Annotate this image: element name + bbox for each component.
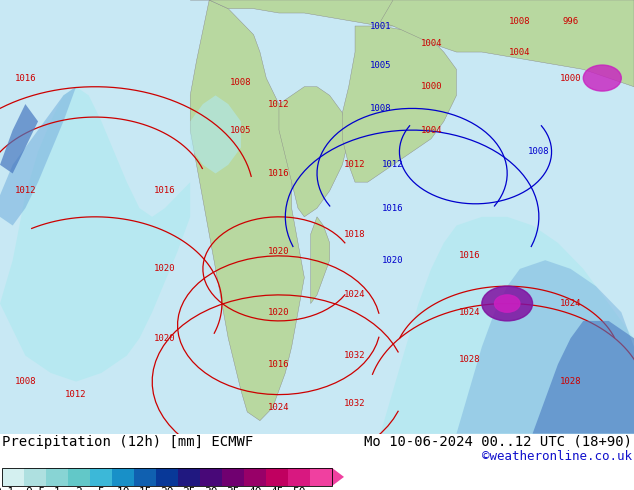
Text: 1008: 1008 (528, 147, 550, 156)
Circle shape (482, 286, 533, 321)
Circle shape (583, 65, 621, 91)
Polygon shape (190, 0, 431, 30)
Polygon shape (332, 468, 344, 486)
Text: 1024: 1024 (344, 291, 366, 299)
Bar (244, 468, 266, 486)
Text: 1032: 1032 (344, 351, 366, 360)
Bar (222, 468, 244, 486)
Text: 1016: 1016 (15, 74, 36, 82)
Text: 1020: 1020 (382, 256, 404, 265)
Text: 1000: 1000 (560, 74, 581, 82)
Text: 1016: 1016 (154, 186, 176, 196)
Text: 1028: 1028 (560, 377, 581, 386)
Text: 1024: 1024 (268, 403, 290, 412)
Polygon shape (0, 87, 76, 225)
Text: 2: 2 (75, 488, 82, 490)
Text: 1008: 1008 (15, 377, 36, 386)
Text: Precipitation (12h) [mm] ECMWF: Precipitation (12h) [mm] ECMWF (2, 435, 253, 449)
Polygon shape (190, 0, 304, 420)
Text: 0.5: 0.5 (25, 488, 45, 490)
Polygon shape (342, 26, 456, 182)
Text: 1012: 1012 (65, 390, 87, 399)
Text: 1016: 1016 (382, 204, 404, 213)
Bar (156, 468, 178, 486)
Text: 40: 40 (249, 488, 262, 490)
Text: 1005: 1005 (370, 61, 391, 70)
Polygon shape (190, 96, 241, 173)
Bar (46, 468, 68, 486)
Polygon shape (380, 0, 634, 87)
Text: 1016: 1016 (458, 251, 480, 260)
Polygon shape (456, 260, 634, 434)
Text: 50: 50 (292, 488, 306, 490)
Text: 1020: 1020 (268, 308, 290, 317)
Text: 1024: 1024 (560, 299, 581, 308)
Text: 1018: 1018 (344, 230, 366, 239)
Text: 1012: 1012 (382, 160, 404, 169)
Bar (68, 468, 90, 486)
Bar (134, 468, 156, 486)
Polygon shape (0, 87, 190, 382)
Text: 1020: 1020 (268, 247, 290, 256)
Polygon shape (0, 104, 38, 173)
Bar (112, 468, 134, 486)
Text: 5: 5 (98, 488, 105, 490)
Bar (178, 468, 200, 486)
Bar (200, 468, 222, 486)
Text: 1020: 1020 (154, 334, 176, 343)
Text: 1008: 1008 (370, 104, 391, 113)
Polygon shape (279, 87, 349, 217)
Text: 1004: 1004 (420, 125, 442, 135)
Text: 1001: 1001 (370, 22, 391, 30)
Text: 0.1: 0.1 (0, 488, 15, 490)
Text: 996: 996 (562, 17, 579, 26)
Circle shape (495, 295, 520, 312)
Polygon shape (311, 217, 330, 304)
Text: 25: 25 (182, 488, 196, 490)
Text: 1016: 1016 (268, 169, 290, 178)
Text: 1012: 1012 (268, 99, 290, 109)
Text: 1004: 1004 (420, 39, 442, 48)
Bar (2, 468, 24, 486)
Text: 1028: 1028 (458, 355, 480, 365)
Text: 1: 1 (54, 488, 60, 490)
Text: 20: 20 (160, 488, 174, 490)
Bar (2, 468, 332, 486)
Text: 35: 35 (226, 488, 240, 490)
Text: Mo 10-06-2024 00..12 UTC (18+90): Mo 10-06-2024 00..12 UTC (18+90) (364, 435, 632, 449)
Text: 10: 10 (116, 488, 130, 490)
Text: 1008: 1008 (509, 17, 531, 26)
Bar (90, 468, 112, 486)
Text: 1008: 1008 (230, 78, 252, 87)
Text: 1016: 1016 (268, 360, 290, 369)
Text: 1024: 1024 (458, 308, 480, 317)
Text: 1020: 1020 (154, 265, 176, 273)
Polygon shape (380, 217, 634, 434)
Text: 1032: 1032 (344, 399, 366, 408)
Bar (288, 468, 310, 486)
Text: 1005: 1005 (230, 125, 252, 135)
Text: 15: 15 (138, 488, 152, 490)
Bar (266, 468, 288, 486)
Text: 1000: 1000 (420, 82, 442, 91)
Text: 45: 45 (270, 488, 284, 490)
Text: 1012: 1012 (344, 160, 366, 169)
Polygon shape (533, 321, 634, 434)
Bar (24, 468, 46, 486)
Text: 1004: 1004 (509, 48, 531, 56)
Text: ©weatheronline.co.uk: ©weatheronline.co.uk (482, 450, 632, 463)
Bar (310, 468, 332, 486)
Text: 1012: 1012 (15, 186, 36, 196)
Text: 30: 30 (204, 488, 217, 490)
